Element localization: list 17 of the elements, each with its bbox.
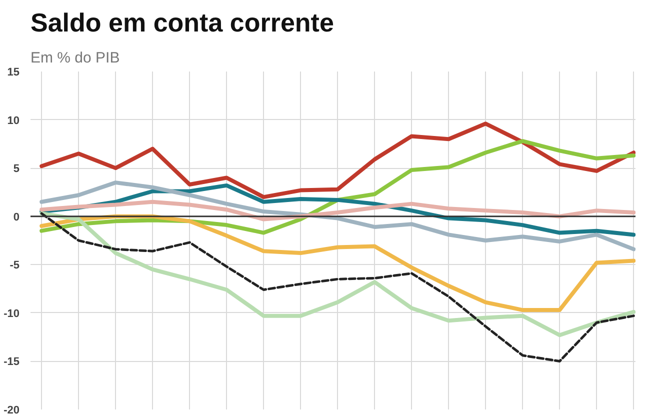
line-series [40,122,636,200]
y-tick-label: -10 [4,308,20,320]
y-tick-label: 0 [13,211,20,224]
y-tick-label: 5 [13,163,20,176]
line-series [40,139,636,235]
y-tick-label: -5 [10,260,20,272]
line-series [40,214,636,312]
chart-subtitle: Em % do PIB [30,50,120,66]
y-tick-label: 15 [7,66,20,78]
y-tick-label: -20 [4,404,20,416]
y-tick-label: 10 [7,114,20,127]
chart-title: Saldo em conta corrente [30,8,334,38]
line-series [40,200,636,222]
y-tick-label: -15 [4,356,20,368]
line-series [40,211,636,338]
line-series [40,180,636,252]
line-series [40,212,635,362]
